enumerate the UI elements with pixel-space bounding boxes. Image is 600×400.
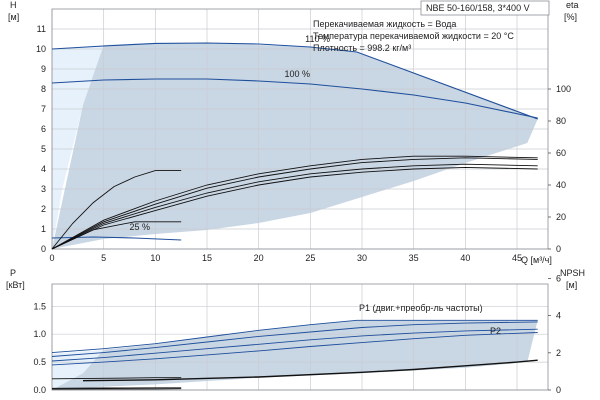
x-tick-label: 20 <box>254 253 264 263</box>
left-y-tick-label: 2 <box>41 204 46 214</box>
power-curve-0 <box>51 319 538 354</box>
p1-label: P1 (двиг.+преобр-ль частоты) <box>359 303 483 313</box>
power-curve-3 <box>51 332 538 366</box>
left-y-tick-label: 11 <box>37 24 46 34</box>
note-liquid: Перекачиваемая жидкость = Вода <box>313 19 456 29</box>
right-y-tick-label: 20 <box>556 212 566 222</box>
head-axis-label: H <box>10 0 17 10</box>
head-curve-6 <box>51 163 538 250</box>
head-curve-0 <box>51 42 538 120</box>
head-curve-1 <box>51 78 538 119</box>
left-y-tick-label: 3 <box>41 184 46 194</box>
efficiency-axis-unit: [%] <box>564 12 577 22</box>
head-curve-8 <box>51 221 182 250</box>
power-axis-unit: [кВт] <box>6 280 25 290</box>
x-tick-label: 0 <box>49 253 54 263</box>
flow-axis-label: Q [м³/ч] <box>521 255 552 265</box>
left-y-tick-label: 6 <box>41 124 46 134</box>
right-y-tick-label: 0 <box>556 244 561 254</box>
head-curve-7 <box>51 166 538 250</box>
head-panel-frame <box>51 8 549 250</box>
curve-label-2: 25 % <box>130 222 151 232</box>
right-y-tick-label: 80 <box>556 116 566 126</box>
chart-title: NBE 50-160/158, 3*400 V <box>426 3 530 13</box>
note-density: Плотность = 998.2 кг/м³ <box>313 43 411 53</box>
npsh-axis-label: NPSH <box>560 268 585 278</box>
title-box <box>420 0 550 16</box>
x-tick-label: 40 <box>460 253 470 263</box>
x-tick-label: 10 <box>150 253 160 263</box>
head-curve-3 <box>51 170 182 250</box>
head-operating-region <box>52 43 538 249</box>
p2-label: P2 <box>490 326 501 336</box>
x-tick-label: 35 <box>409 253 419 263</box>
power-panel-frame <box>51 283 549 391</box>
x-tick-label: 25 <box>305 253 315 263</box>
power-curve-5 <box>51 387 182 389</box>
left-y-tick-label: 0.0 <box>33 385 46 395</box>
right-y-tick-label: 2 <box>556 348 561 358</box>
x-tick-label: 15 <box>202 253 212 263</box>
left-y-tick-label: 8 <box>41 84 46 94</box>
right-y-tick-label: 4 <box>556 311 561 321</box>
right-y-tick-label: 0 <box>556 385 561 395</box>
power-axis-label: P <box>10 268 16 278</box>
x-tick-label: 30 <box>357 253 367 263</box>
left-y-tick-label: 1.0 <box>33 329 46 339</box>
npsh-axis-unit: [м] <box>566 280 577 290</box>
left-y-tick-label: 0.5 <box>33 357 46 367</box>
right-y-tick-label: 6 <box>556 273 561 283</box>
head-curve-5 <box>51 157 538 250</box>
curve-label-1: 100 % <box>285 69 311 79</box>
curve-label-0: 110 % <box>305 34 330 44</box>
power-npsh-panel: 0.0 0.5 1.0 1.5 0 2 4 6 P [кВт] NPSH [м] P1 (дв… <box>6 268 585 395</box>
power-curve-1 <box>51 321 538 357</box>
left-y-tick-label: 7 <box>41 104 46 114</box>
power-operating-region <box>52 320 538 390</box>
left-y-tick-label: 1.5 <box>33 301 46 311</box>
head-axis-unit: [м] <box>8 12 19 22</box>
x-tick-label: 5 <box>101 253 106 263</box>
left-y-tick-label: 1 <box>41 224 46 234</box>
right-y-tick-label: 100 <box>556 84 571 94</box>
head-operating-region-light <box>52 45 104 249</box>
left-y-tick-label: 5 <box>41 144 46 154</box>
note-temperature: Температура перекачиваемой жидкости = 20… <box>313 31 514 41</box>
left-y-tick-label: 10 <box>36 44 46 54</box>
power-curve-6 <box>82 359 538 382</box>
efficiency-axis-label: eta <box>566 0 579 10</box>
left-y-tick-label: 9 <box>41 64 46 74</box>
left-y-tick-label: 0 <box>41 244 46 254</box>
head-curve-4 <box>51 155 538 250</box>
right-y-tick-label: 40 <box>556 180 566 190</box>
x-tick-label: 45 <box>512 253 522 263</box>
head-efficiency-panel: 110 %100 %25 % 0 5 10 15 20 25 30 35 40 450123456… <box>8 0 579 265</box>
power-curve-2 <box>51 328 538 362</box>
left-y-tick-label: 4 <box>41 164 46 174</box>
power-curve-4 <box>51 377 182 380</box>
right-y-tick-label: 60 <box>556 148 566 158</box>
